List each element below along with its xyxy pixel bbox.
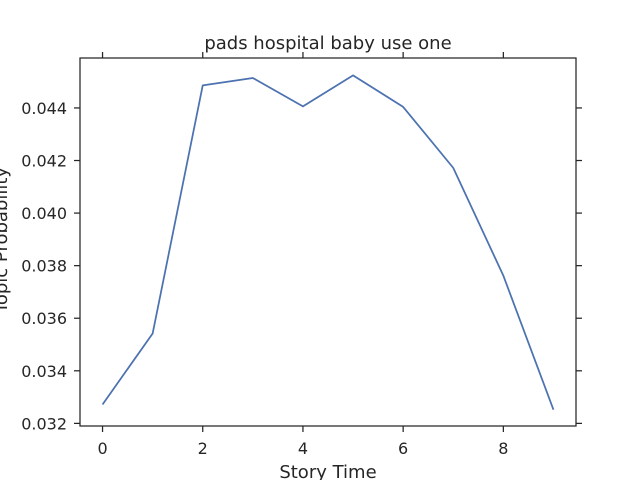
- x-tick-label: 0: [97, 439, 107, 458]
- y-tick-label: 0.032: [21, 414, 67, 433]
- x-tick-label: 6: [398, 439, 408, 458]
- axes: [79, 57, 577, 427]
- x-tick-label: 4: [298, 439, 308, 458]
- y-tick-label: 0.038: [21, 257, 67, 276]
- y-tick-label: 0.040: [21, 204, 67, 223]
- plot-frame: [79, 57, 577, 427]
- y-axis-label: Topic Probability: [0, 167, 12, 314]
- series-layer: [101, 74, 555, 411]
- y-tick-label: 0.034: [21, 362, 67, 381]
- x-tick-label: 2: [198, 439, 208, 458]
- y-tick-label: 0.036: [21, 309, 67, 328]
- chart-title: pads hospital baby use one: [204, 33, 451, 54]
- ticks: 0 2 4 6 8 0.032 0.034 0.036 0.038 0.040 0.042 0.044: [21, 52, 582, 458]
- y-tick-label: 0.042: [21, 152, 67, 171]
- x-tick-label: 8: [498, 439, 508, 458]
- x-axis-label: Story Time: [279, 462, 376, 480]
- series-line: [101, 74, 555, 411]
- y-tick-label: 0.044: [21, 99, 67, 118]
